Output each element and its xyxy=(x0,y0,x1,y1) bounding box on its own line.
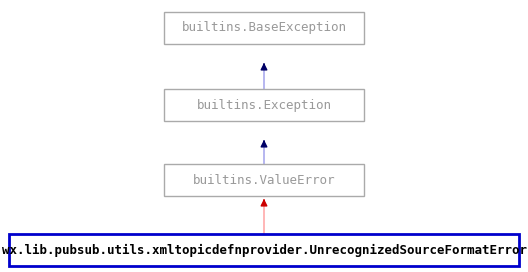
Text: wx.lib.pubsub.utils.xmltopicdefnprovider.UnrecognizedSourceFormatError: wx.lib.pubsub.utils.xmltopicdefnprovider… xyxy=(2,243,526,256)
Bar xyxy=(9,234,519,266)
Bar xyxy=(164,164,364,196)
Bar xyxy=(164,89,364,121)
Bar xyxy=(164,12,364,44)
Text: builtins.BaseException: builtins.BaseException xyxy=(182,21,346,35)
Text: builtins.Exception: builtins.Exception xyxy=(196,98,332,112)
Text: builtins.ValueError: builtins.ValueError xyxy=(193,174,335,187)
